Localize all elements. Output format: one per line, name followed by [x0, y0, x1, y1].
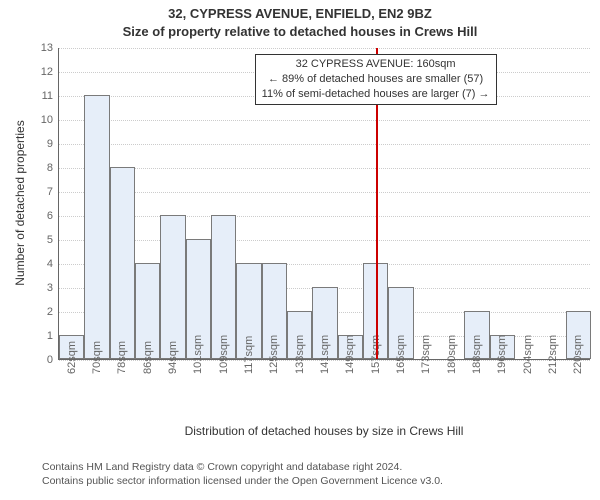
histogram-bar	[84, 95, 109, 359]
plot-area: 01234567891011121362sqm70sqm78sqm86sqm94…	[58, 48, 590, 360]
x-axis-label: Distribution of detached houses by size …	[58, 424, 590, 438]
ytick-label: 12	[31, 66, 53, 78]
address-title: 32, CYPRESS AVENUE, ENFIELD, EN2 9BZ	[0, 6, 600, 21]
gridline	[59, 120, 590, 121]
ytick-label: 10	[31, 114, 53, 126]
annotation-line: 11% of semi-detached houses are larger (…	[262, 87, 490, 102]
ytick-label: 2	[31, 306, 53, 318]
ytick-label: 3	[31, 282, 53, 294]
y-axis-label: Number of detached properties	[13, 47, 27, 359]
ytick-label: 11	[31, 90, 53, 102]
annotation-line: 32 CYPRESS AVENUE: 160sqm	[262, 57, 490, 72]
ytick-label: 7	[31, 186, 53, 198]
histogram-bar	[160, 215, 185, 359]
ytick-label: 0	[31, 354, 53, 366]
ytick-label: 5	[31, 234, 53, 246]
gridline	[59, 168, 590, 169]
ytick-label: 6	[31, 210, 53, 222]
gridline	[59, 48, 590, 49]
attribution-footer: Contains HM Land Registry data © Crown c…	[42, 460, 443, 488]
gridline	[59, 192, 590, 193]
footer-line: Contains public sector information licen…	[42, 474, 443, 488]
ytick-label: 13	[31, 42, 53, 54]
ytick-label: 1	[31, 330, 53, 342]
annotation-line: ← 89% of detached houses are smaller (57…	[262, 72, 490, 87]
histogram-bar	[110, 167, 135, 359]
ytick-label: 9	[31, 138, 53, 150]
footer-line: Contains HM Land Registry data © Crown c…	[42, 460, 443, 474]
gridline	[59, 240, 590, 241]
gridline	[59, 144, 590, 145]
subtitle: Size of property relative to detached ho…	[0, 24, 600, 39]
ytick-label: 8	[31, 162, 53, 174]
ytick-label: 4	[31, 258, 53, 270]
gridline	[59, 216, 590, 217]
annotation-box: 32 CYPRESS AVENUE: 160sqm← 89% of detach…	[255, 54, 497, 105]
chart-container: 32, CYPRESS AVENUE, ENFIELD, EN2 9BZ Siz…	[0, 0, 600, 500]
